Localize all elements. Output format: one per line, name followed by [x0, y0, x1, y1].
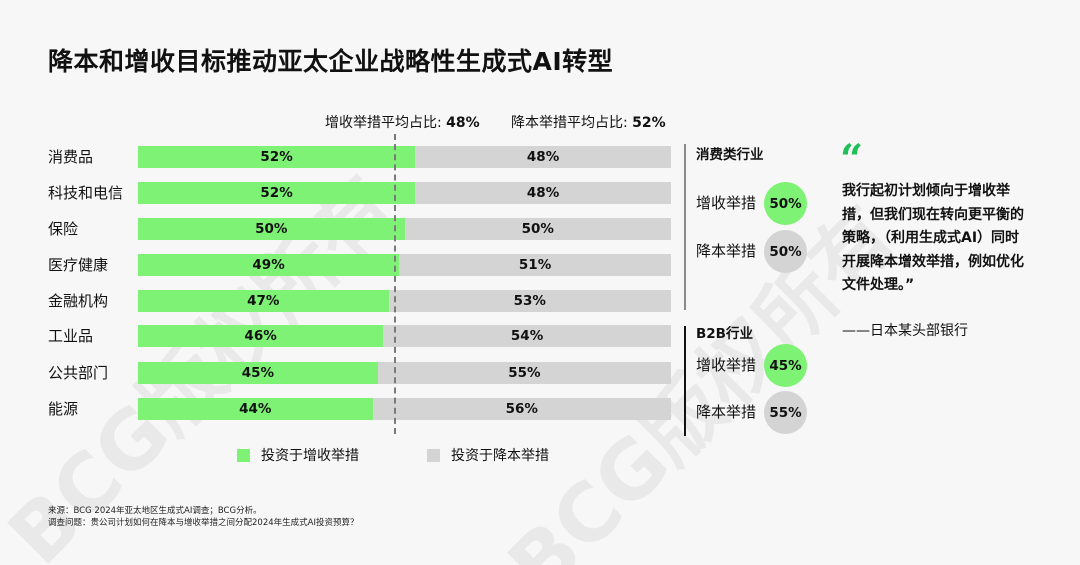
bar-row: 46% 54%	[138, 325, 671, 347]
footnote-question: 调查问题：贵公司计划如何在降本与增收举措之间分配2024年生成式AI投资预算？	[48, 518, 359, 528]
cost-bar: 54%	[383, 325, 671, 347]
group-bracket	[684, 326, 686, 436]
page-title: 降本和增收目标推动亚太企业战略性生成式AI转型	[48, 47, 614, 76]
growth-bar: 46%	[138, 325, 384, 347]
average-reference-line	[394, 134, 396, 434]
cost-bar: 51%	[399, 254, 671, 276]
cost-bar: 56%	[372, 398, 671, 420]
cost-bar: 48%	[415, 182, 671, 204]
growth-average-value: 48%	[446, 115, 480, 131]
growth-bar: 52%	[138, 146, 416, 168]
growth-circle: 50%	[764, 182, 807, 225]
row-label: 能源	[48, 400, 79, 418]
legend-swatch-cost	[427, 448, 440, 462]
group-label: 降本举措	[696, 403, 757, 421]
group-label: 增收举措	[696, 356, 757, 374]
bar-row: 47% 53%	[138, 290, 671, 312]
footnote: 来源：BCG 2024年亚太地区生成式AI调查；BCG分析。 调查问题：贵公司计…	[48, 505, 358, 529]
cost-average-label: 降本举措平均占比:	[511, 115, 633, 131]
bar-row: 45% 55%	[138, 362, 671, 384]
legend-growth: 投资于增收举措	[237, 445, 359, 465]
group-title-b2b: B2B行业	[696, 326, 753, 342]
row-label: 消费品	[48, 148, 94, 166]
legend-label-growth: 投资于增收举措	[261, 448, 359, 464]
growth-circle: 45%	[764, 344, 807, 387]
legend-cost: 投资于降本举措	[427, 445, 549, 465]
quote-source: ——日本某头部银行	[842, 323, 968, 339]
bar-row: 52% 48%	[138, 182, 671, 204]
cost-circle: 55%	[764, 391, 807, 434]
cost-average: 降本举措平均占比: 52%	[511, 112, 666, 132]
row-label: 医疗健康	[48, 256, 109, 274]
cost-circle: 50%	[764, 230, 807, 273]
group-label: 增收举措	[696, 194, 757, 212]
watermark: BCG版权所有	[0, 147, 417, 565]
growth-average: 增收举措平均占比: 48%	[325, 112, 480, 132]
cost-bar: 48%	[415, 146, 671, 168]
cost-bar: 53%	[388, 290, 671, 312]
growth-bar: 52%	[138, 182, 416, 204]
growth-bar: 45%	[138, 362, 378, 384]
cost-bar: 55%	[377, 362, 671, 384]
row-label: 科技和电信	[48, 184, 124, 202]
growth-bar: 50%	[138, 218, 405, 240]
group-bracket	[684, 144, 686, 310]
growth-bar: 44%	[138, 398, 373, 420]
row-label: 工业品	[48, 327, 94, 345]
growth-bar: 47%	[138, 290, 389, 312]
footnote-source: 来源：BCG 2024年亚太地区生成式AI调查；BCG分析。	[48, 506, 262, 516]
row-label: 保险	[48, 220, 79, 238]
bar-row: 50% 50%	[138, 218, 671, 240]
growth-average-label: 增收举措平均占比:	[325, 115, 447, 131]
bar-row: 52% 48%	[138, 146, 671, 168]
quote-icon: “	[840, 136, 864, 183]
legend-swatch-growth	[237, 448, 250, 462]
cost-average-value: 52%	[632, 115, 666, 131]
cost-bar: 50%	[404, 218, 671, 240]
growth-bar: 49%	[138, 254, 400, 276]
row-label: 公共部门	[48, 364, 109, 382]
group-title-consumer: 消费类行业	[696, 147, 764, 163]
legend-label-cost: 投资于降本举措	[451, 448, 549, 464]
group-label: 降本举措	[696, 242, 757, 260]
row-label: 金融机构	[48, 292, 109, 310]
quote-text: 我行起初计划倾向于增收举措，但我们现在转向更平衡的策略，（利用生成式AI）同时开…	[842, 183, 1024, 293]
bar-row: 49% 51%	[138, 254, 671, 276]
bar-row: 44% 56%	[138, 398, 671, 420]
